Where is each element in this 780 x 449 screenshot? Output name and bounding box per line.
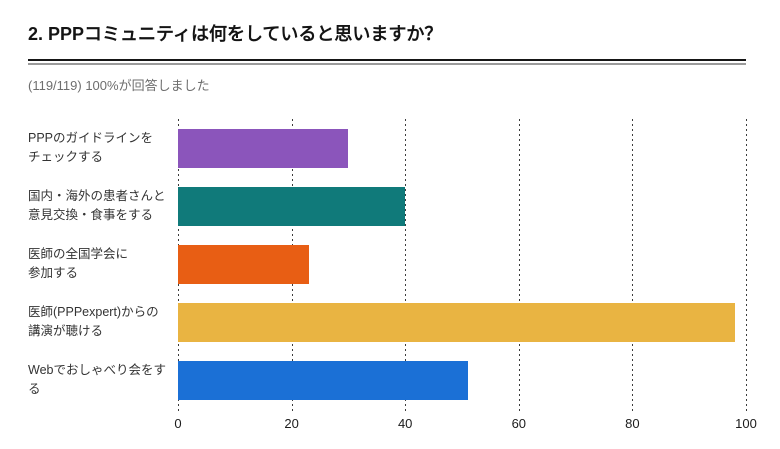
title-divider-gray-line xyxy=(28,63,746,65)
bar-0 xyxy=(178,128,349,168)
response-summary: (119/119) 100%が回答しました xyxy=(28,78,210,93)
bar-track xyxy=(178,119,746,177)
x-axis-tick-label: 20 xyxy=(284,416,299,431)
x-axis-tick-label: 80 xyxy=(625,416,640,431)
chart-row: 医師(PPPexpert)からの 講演が聴ける xyxy=(28,293,746,351)
chart-row: PPPのガイドラインを チェックする xyxy=(28,119,746,177)
x-axis-tick-label: 60 xyxy=(511,416,527,431)
survey-result-card: 2. PPPコミュニティは何をしていると思いますか？ (119/119) 100… xyxy=(28,24,757,434)
bar-track xyxy=(178,235,746,293)
chart-row: 医師の全国学会に 参加する xyxy=(28,235,746,293)
bar-track xyxy=(178,351,746,409)
x-axis-tick-label: 0 xyxy=(174,416,182,431)
gridline-80 xyxy=(632,119,634,414)
bar-track xyxy=(178,293,746,351)
title-divider-dark-line xyxy=(28,59,746,61)
chart-row: 国内・海外の患者さんと 意見交換・食事をする xyxy=(28,177,746,235)
gridline-40 xyxy=(405,119,407,414)
category-label: PPPのガイドラインを チェックする xyxy=(28,131,154,164)
x-axis-tick-label: 100 xyxy=(735,416,757,431)
x-axis-tick-label: 40 xyxy=(397,416,413,431)
category-label: 国内・海外の患者さんと 意見交換・食事をする xyxy=(28,189,166,222)
bar-3 xyxy=(178,302,735,342)
category-label: Webでおしゃべり会をする xyxy=(28,363,166,396)
question-title: 2. PPPコミュニティは何をしていると思いますか？ xyxy=(28,24,443,44)
chart-plot-area: PPPのガイドラインを チェックする 国内・海外の患者さんと 意見交換・食事をする… xyxy=(28,119,747,414)
category-label: 医師(PPPexpert)からの 講演が聴ける xyxy=(28,305,159,338)
bar-track xyxy=(178,177,746,235)
horizontal-bar-chart: PPPのガイドラインを チェックする 国内・海外の患者さんと 意見交換・食事をする… xyxy=(28,119,757,434)
gridline-60 xyxy=(518,119,520,414)
x-axis: 0 20 40 60 80 100 xyxy=(174,416,756,434)
bar-4 xyxy=(178,360,468,400)
title-divider xyxy=(28,59,746,65)
category-label: 医師の全国学会に 参加する xyxy=(28,247,129,280)
gridline-100 xyxy=(746,119,747,414)
chart-row: Webでおしゃべり会をする xyxy=(28,351,746,409)
bar-1 xyxy=(178,186,406,226)
bar-2 xyxy=(178,244,309,284)
